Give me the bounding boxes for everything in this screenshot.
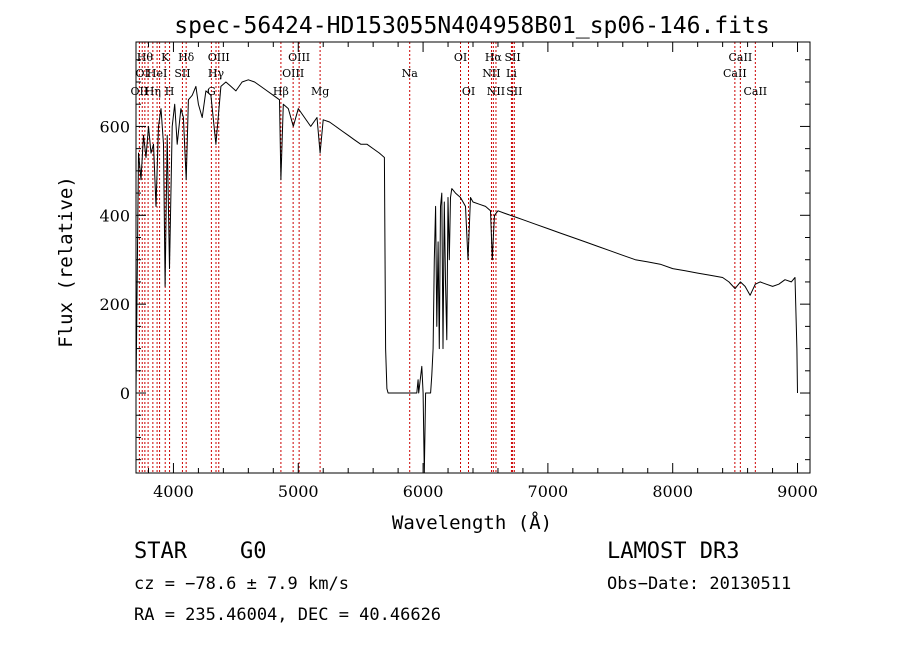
- x-tick-label: 5000: [278, 482, 319, 501]
- object-subclass: G0: [240, 539, 267, 564]
- line-marker-label: SII: [506, 85, 522, 98]
- line-marker-label: Mg: [311, 85, 329, 98]
- chart-title: spec-56424-HD153055N404958B01_sp06-146.f…: [174, 13, 769, 39]
- line-marker-label: HeI: [147, 67, 167, 80]
- y-tick-label: 600: [99, 117, 130, 136]
- x-tick-label: 7000: [528, 482, 569, 501]
- line-marker-label: K: [161, 51, 170, 64]
- line-marker-label: OI: [136, 67, 149, 80]
- line-marker-label: Hη: [145, 85, 161, 98]
- coordinates: RA = 235.46004, DEC = 40.46626: [134, 605, 441, 625]
- y-axis-ticks: 0 200 400 600: [99, 59, 810, 461]
- line-marker-label: OI: [454, 51, 467, 64]
- line-marker-label: OII: [131, 85, 149, 98]
- y-tick-label: 400: [99, 206, 130, 225]
- redshift-readout: cz = −78.6 ± 7.9 km/s: [134, 574, 349, 594]
- line-marker-label: SII: [174, 67, 190, 80]
- line-marker-label: Na: [402, 67, 419, 80]
- line-marker-label: OIII: [288, 51, 310, 64]
- line-marker-label: OIII: [208, 51, 230, 64]
- x-tick-label: 9000: [777, 482, 818, 501]
- x-tick-label: 6000: [403, 482, 444, 501]
- line-marker-label: SII: [504, 51, 520, 64]
- object-class: STAR: [134, 539, 188, 564]
- y-axis-label: Flux (relative): [55, 176, 77, 348]
- spectrum-line: [135, 79, 798, 474]
- x-tick-label: 8000: [652, 482, 693, 501]
- x-axis-label: Wavelength (Å): [392, 511, 552, 534]
- line-marker-label: H: [165, 85, 175, 98]
- line-marker-label: Hα: [485, 51, 503, 64]
- x-tick-label: 4000: [153, 482, 194, 501]
- line-marker-label: CaII: [729, 51, 753, 64]
- line-marker-label: Hθ: [137, 51, 154, 64]
- line-marker-label: NII: [482, 67, 500, 80]
- line-marker-label: Hβ: [273, 85, 289, 98]
- spectrum-series: [135, 79, 798, 474]
- survey-name: LAMOST DR3: [607, 539, 739, 564]
- line-marker-label: Li: [506, 67, 517, 80]
- line-marker-label: G: [207, 85, 216, 98]
- line-marker-label: OI: [462, 85, 475, 98]
- line-marker-label: NII: [487, 85, 505, 98]
- line-marker-labels: OII OI Hθ Hη HeI K H SII Hδ G Hγ OIII Hβ OIII OIII Mg Na…: [131, 51, 768, 98]
- line-marker-label: CaII: [723, 67, 747, 80]
- y-tick-label: 0: [120, 384, 130, 403]
- x-axis-ticks: 4000 5000 6000 7000 8000 9000: [147, 42, 818, 501]
- line-marker-label: OIII: [282, 67, 304, 80]
- obs-date: Obs−Date: 20130511: [607, 574, 791, 594]
- plot-frame: [135, 41, 811, 474]
- line-marker-label: CaII: [743, 85, 767, 98]
- line-marker-label: Hδ: [178, 51, 195, 64]
- y-tick-label: 200: [99, 295, 130, 314]
- line-marker-label: Hγ: [208, 67, 225, 80]
